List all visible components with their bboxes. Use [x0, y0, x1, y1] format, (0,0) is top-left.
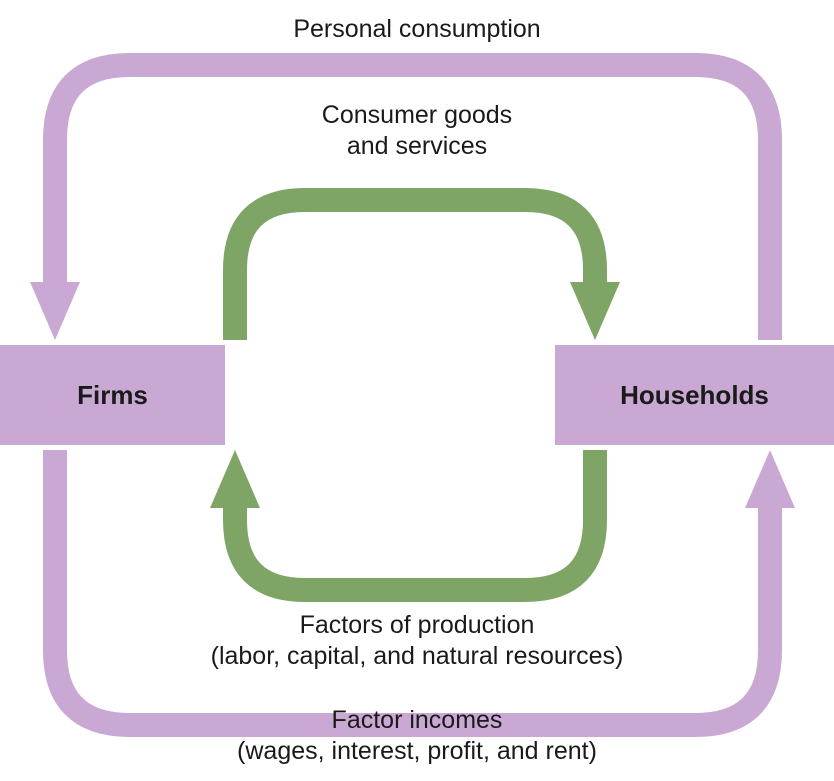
inner-top-arrowhead	[570, 282, 620, 340]
inner-bottom-arrowhead	[210, 450, 260, 508]
outer-top-arrowhead	[30, 282, 80, 340]
consumer-goods-label: Consumer goods and services	[167, 100, 667, 163]
households-box: Households	[555, 345, 834, 445]
factor-incomes-label: Factor incomes (wages, interest, profit,…	[167, 705, 667, 768]
firms-box: Firms	[0, 345, 225, 445]
households-label: Households	[620, 380, 769, 411]
factors-production-label: Factors of production (labor, capital, a…	[167, 610, 667, 673]
inner-bottom-arrow	[235, 450, 595, 590]
firms-label: Firms	[77, 380, 148, 411]
personal-consumption-label: Personal consumption	[167, 14, 667, 45]
inner-top-arrow	[235, 200, 595, 340]
outer-bottom-arrowhead	[745, 450, 795, 508]
